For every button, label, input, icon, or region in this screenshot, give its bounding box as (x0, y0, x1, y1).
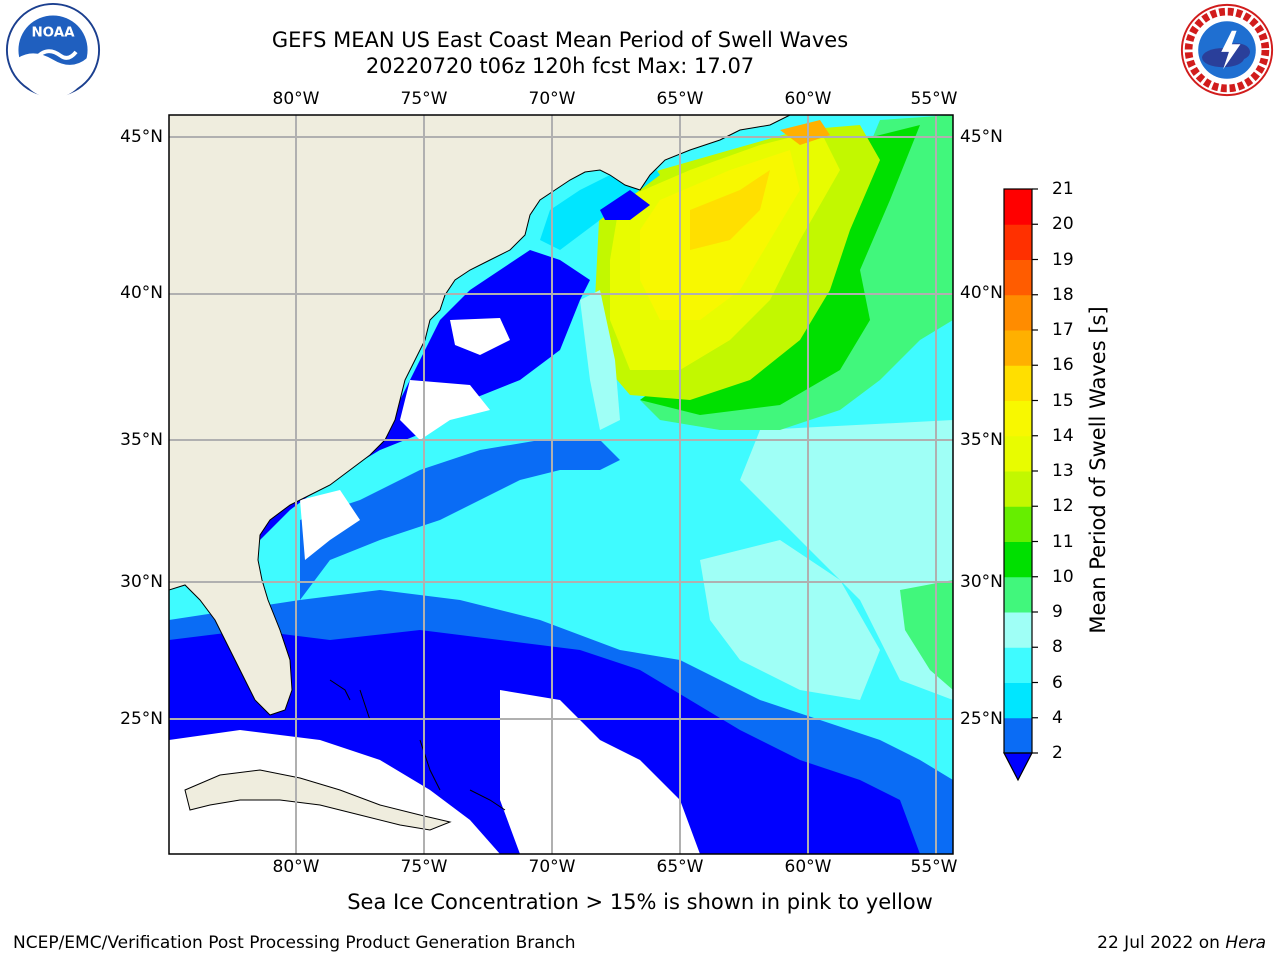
colorbar-tick-label: 15 (1052, 390, 1074, 411)
colorbar-title: Mean Period of Swell Waves [s] (1086, 306, 1110, 634)
lon-label-top: 55°W (910, 89, 958, 109)
lat-label-left: 40°N (120, 283, 163, 303)
lon-label-bottom: 65°W (656, 857, 704, 877)
colorbar-tick-label: 18 (1052, 284, 1074, 305)
no-data-area (450, 318, 510, 355)
colorbar-segment (1004, 541, 1032, 578)
colorbar-segment (1004, 294, 1032, 331)
land-north-america (169, 115, 791, 716)
colorbar-under-arrow (1003, 752, 1033, 782)
lat-label-right: 45°N (960, 127, 1003, 147)
colorbar-tick-label: 8 (1052, 637, 1063, 658)
land-cuba (184, 769, 452, 831)
swell-region-16-17s (780, 120, 830, 145)
swell-region-2-4s (300, 440, 620, 600)
colorbar-tick-label: 4 (1052, 707, 1063, 728)
lat-label-right: 35°N (960, 430, 1003, 450)
colorbar-tick-label: 19 (1052, 249, 1074, 270)
colorbar-segment (1004, 682, 1032, 719)
lat-label-left: 25°N (120, 709, 163, 729)
lon-label-bottom: 80°W (272, 857, 320, 877)
lon-label-top: 75°W (400, 89, 448, 109)
colorbar-segment (1004, 365, 1032, 401)
lon-label-top: 65°W (656, 89, 704, 109)
swell-region-8-9s (700, 540, 880, 700)
colorbar-tick-label: 20 (1052, 214, 1074, 235)
colorbar-tick-label: 11 (1052, 531, 1074, 552)
lat-label-right: 25°N (960, 709, 1003, 729)
swell-region-15-16s (690, 170, 770, 250)
lat-label-right: 40°N (960, 283, 1003, 303)
swell-region-9-10s (900, 580, 953, 690)
colorbar-segment (1004, 647, 1032, 683)
colorbar-segment (1004, 471, 1032, 507)
colorbar-segment (1004, 330, 1032, 366)
generation-date: 22 Jul 2022 on Hera (1097, 933, 1266, 953)
host-name: Hera (1225, 933, 1266, 953)
lat-label-left: 35°N (120, 430, 163, 450)
chart-subtitle: 20220720 t06z 120h fcst Max: 17.07 (365, 54, 755, 78)
no-data-area (400, 380, 490, 440)
colorbar-tick-label: 12 (1052, 496, 1074, 517)
noaa-logo-text: NOAA (31, 26, 75, 41)
map-gridlines (169, 115, 953, 854)
colorbar-segment (1004, 400, 1032, 437)
lon-label-top: 80°W (272, 89, 320, 109)
lon-label-top: 60°W (784, 89, 832, 109)
colorbar-tick-label: 9 (1052, 602, 1063, 622)
lon-label-bottom: 55°W (910, 857, 958, 877)
swell-region-8-9s (740, 420, 953, 700)
colorbar-segment (1004, 506, 1032, 542)
swell-region-8-9s (580, 290, 620, 430)
colorbar-segment (1004, 224, 1032, 260)
colorbar-segment (1004, 717, 1032, 754)
lat-label-left: 45°N (120, 127, 163, 147)
sea-ice-note: Sea Ice Concentration > 15% is shown in … (347, 890, 933, 914)
lon-label-bottom: 70°W (528, 857, 576, 877)
colorbar-tick-label: 14 (1052, 425, 1074, 446)
noaa-logo-icon: NOAA (5, 2, 101, 98)
lon-label-top: 70°W (528, 89, 576, 109)
colorbar-segment (1004, 612, 1032, 648)
colorbar-tick-label: 21 (1052, 179, 1074, 199)
no-data-area (500, 690, 700, 854)
colorbar-tick-label: 16 (1052, 355, 1074, 376)
colorbar-tick-label: 17 (1052, 320, 1074, 340)
chart-title: GEFS MEAN US East Coast Mean Period of S… (271, 28, 849, 52)
colorbar-segment (1004, 576, 1032, 613)
date-text: 22 Jul 2022 on (1097, 933, 1226, 953)
colorbar-segment (1004, 259, 1032, 296)
swell-region-under-2s (600, 190, 650, 220)
colorbar-tick-label: 2 (1052, 743, 1063, 763)
colorbar-segment (1004, 189, 1032, 225)
colorbar-tick-label: 10 (1052, 566, 1074, 587)
national-weather-service-logo-icon (1180, 3, 1274, 97)
land-bahamas (329, 679, 506, 811)
no-data-area (300, 490, 360, 560)
lat-label-left: 30°N (120, 572, 163, 592)
colorbar-tick-label: 6 (1052, 672, 1063, 693)
colorbar-tick-label: 13 (1052, 461, 1074, 481)
credit-line: NCEP/EMC/Verification Post Processing Pr… (13, 933, 576, 953)
lat-label-right: 30°N (960, 572, 1003, 592)
lon-label-bottom: 75°W (400, 857, 448, 877)
map-frame (168, 114, 954, 855)
lon-label-bottom: 60°W (784, 857, 832, 877)
colorbar-segment (1004, 435, 1032, 472)
